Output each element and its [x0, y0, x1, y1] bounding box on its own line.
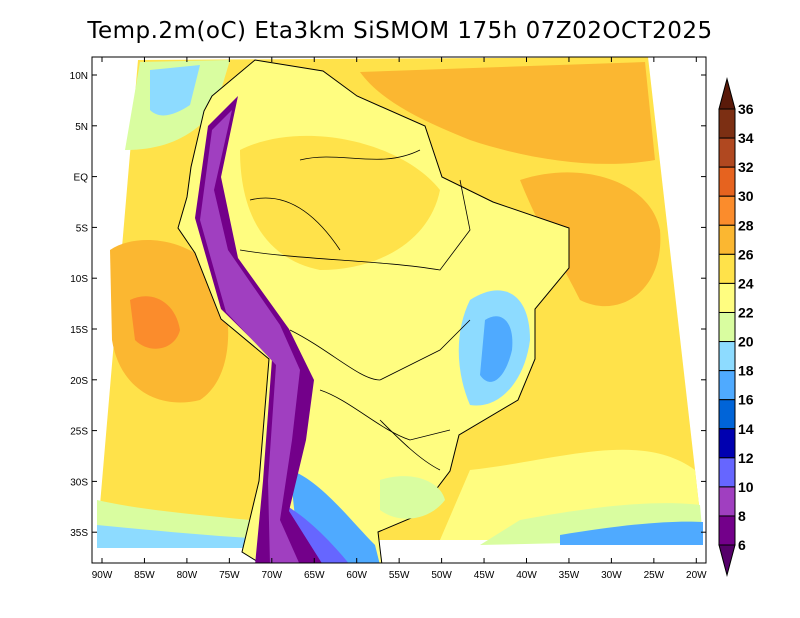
lon-label: 70W	[262, 570, 283, 581]
colorbar-label: 18	[738, 363, 754, 379]
colorbar-label: 16	[738, 392, 754, 408]
lat-label: 35S	[70, 528, 88, 539]
amazon-warm-region	[240, 135, 440, 270]
colorbar-label: 28	[738, 217, 754, 233]
lat-label: 10S	[70, 274, 88, 285]
lon-label: 55W	[389, 570, 410, 581]
colorbar-segment	[718, 253, 736, 284]
colorbar-segment	[718, 370, 736, 401]
colorbar-label: 8	[738, 508, 746, 524]
lat-label: 20S	[70, 376, 88, 387]
colorbar-segment	[718, 428, 736, 459]
colorbar-label: 22	[738, 304, 754, 320]
lon-label: 90W	[92, 570, 113, 581]
colorbar-segment	[718, 311, 736, 343]
colorbar-segment	[718, 341, 736, 372]
colorbar-label: 12	[738, 450, 754, 466]
colorbar-label: 24	[738, 275, 754, 291]
lon-label: 80W	[177, 570, 198, 581]
colorbar: 36 34 32 30 28 26 24 22 20 18 16 14 12 10 8 6	[718, 77, 754, 577]
lat-label: 15S	[70, 325, 88, 336]
lon-label: 35W	[559, 570, 580, 581]
colorbar-segment	[718, 515, 736, 546]
colorbar-segment	[718, 166, 736, 197]
lon-label: 40W	[516, 570, 537, 581]
lat-label: 5S	[76, 223, 89, 234]
map-title: Temp.2m(oC) Eta3km SiSMOM 175h 07Z02OCT2…	[87, 18, 713, 44]
map-field	[97, 57, 703, 563]
latitude-axis: 10N 5N EQ 5S 10S 15S 20S 25S 30S 35S	[70, 71, 706, 539]
colorbar-label: 36	[738, 101, 754, 117]
colorbar-label: 26	[738, 246, 754, 262]
lon-label: 65W	[304, 570, 325, 581]
colorbar-label: 30	[738, 188, 754, 204]
atlantic-warm-region	[520, 172, 661, 307]
colorbar-label: 10	[738, 479, 754, 495]
pacific-hot-patch	[130, 296, 180, 349]
lon-label: 25W	[644, 570, 665, 581]
lon-label: 75W	[219, 570, 240, 581]
colorbar-segment	[718, 108, 736, 139]
south-atlantic-cold	[560, 521, 703, 545]
lat-label: 30S	[70, 477, 88, 488]
lon-label: 45W	[474, 570, 495, 581]
colorbar-segment	[718, 399, 736, 430]
colorbar-label: 20	[738, 334, 754, 350]
south-brazil-cool	[380, 476, 445, 519]
longitude-axis: 90W 85W 80W 75W 70W 65W 60W 55W 50W 45W 40W 35W 30W 2…	[92, 57, 707, 581]
lon-label: 30W	[601, 570, 622, 581]
colorbar-label: 34	[738, 130, 754, 146]
colorbar-segment	[718, 224, 736, 255]
lat-label: EQ	[74, 173, 89, 184]
colorbar-min-arrow	[718, 544, 736, 577]
colorbar-label: 14	[738, 421, 754, 437]
south-pacific-cold	[97, 525, 250, 548]
southeast-brazil-colder	[480, 316, 513, 382]
colorbar-label: 6	[738, 537, 746, 553]
colorbar-segment	[718, 282, 736, 313]
atlantic-north-warm	[360, 62, 655, 164]
colorbar-segment	[718, 457, 736, 488]
lon-label: 50W	[431, 570, 452, 581]
colorbar-segment	[718, 486, 736, 517]
colorbar-segment	[718, 137, 736, 168]
colorbar-max-arrow	[718, 77, 736, 110]
lat-label: 10N	[70, 71, 88, 82]
andes-cold-edge	[200, 110, 300, 563]
lon-label: 20W	[686, 570, 707, 581]
colorbar-segment	[718, 195, 736, 226]
lon-label: 60W	[346, 570, 367, 581]
country-borders	[239, 149, 471, 471]
colorbar-label: 32	[738, 159, 754, 175]
lat-label: 5N	[75, 122, 88, 133]
north-pacific-cold	[150, 65, 200, 116]
lat-label: 25S	[70, 427, 88, 438]
lon-label: 85W	[134, 570, 155, 581]
